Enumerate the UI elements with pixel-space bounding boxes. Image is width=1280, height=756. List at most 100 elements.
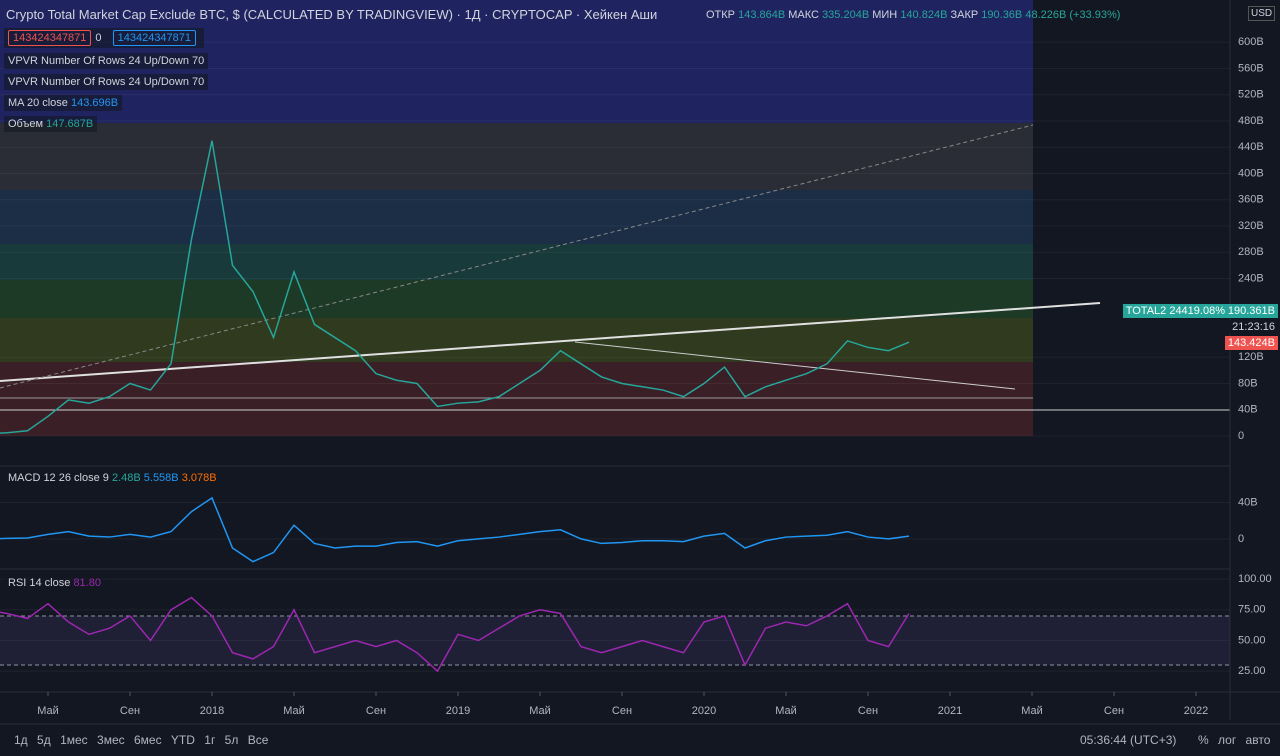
fib-band [0, 123, 1033, 190]
last-price: 190.361B [1224, 304, 1278, 318]
y-tick-label: 0 [1238, 430, 1244, 442]
y-tick-label: 520B [1238, 89, 1264, 101]
y-tick-label: 25.00 [1238, 665, 1266, 677]
range-button[interactable]: 1г [204, 733, 216, 747]
currency: USD [1248, 6, 1276, 21]
x-tick-label: 2020 [692, 705, 716, 717]
y-tick-label: 80B [1238, 377, 1258, 389]
y-tick-label: 560B [1238, 62, 1264, 74]
y-tick-label: 600B [1238, 36, 1264, 48]
series-line [0, 496, 910, 563]
indicator-value: 5.558B [143, 472, 179, 484]
range-button[interactable]: 5л [224, 733, 239, 747]
x-tick-label: 2019 [446, 705, 470, 717]
ohlc-label: ЗАКР [950, 9, 979, 21]
title: Crypto Total Market Cap Exclude BTC, $ (… [6, 7, 658, 22]
y-tick-label: 0 [1238, 533, 1244, 545]
trend-line [574, 341, 1016, 390]
countdown: 21:23:16 [1229, 320, 1278, 334]
ohlc-value: 335.204B [822, 9, 870, 21]
rsi-legend: RSI 14 close 81.80 [4, 575, 105, 591]
range-button[interactable]: 5д [37, 733, 51, 747]
x-tick-label: Май [775, 705, 797, 717]
fib-band [0, 362, 1033, 436]
fib-band [0, 244, 1033, 280]
x-tick-label: 2021 [938, 705, 962, 717]
indicator-value: 143.696B [70, 97, 119, 109]
x-tick-label: Май [1021, 705, 1043, 717]
scale-options: % лог авто [1198, 733, 1276, 747]
y-tick-label: 75.00 [1238, 604, 1266, 616]
order-boxes: 143424347871 0 143424347871 [4, 28, 205, 48]
ma-price: 143.424B [1224, 336, 1278, 350]
y-tick-label: 320B [1238, 220, 1264, 232]
ohlc-value: 143.864B [738, 9, 786, 21]
ohlc: ОТКР 143.864B МАКС 335.204B МИН 140.824B… [706, 9, 1120, 21]
scale-option[interactable]: лог [1218, 733, 1237, 747]
macd-legend: MACD 12 26 close 9 2.48B 5.558B 3.078B [4, 470, 221, 486]
indicator-name: Объем [8, 118, 44, 130]
range-button[interactable]: 1мес [60, 733, 88, 747]
x-tick-label: Сен [612, 705, 632, 717]
indicator: MA 20 close 143.696B [4, 95, 123, 111]
y-tick-label: 400B [1238, 167, 1264, 179]
clock: 05:36:44 (UTC+3) [1080, 733, 1177, 747]
ohlc-label: МАКС [788, 9, 819, 21]
ohlc-label: МИН [872, 9, 898, 21]
indicator-name: RSI 14 close [8, 577, 71, 589]
ohlc-change: 48.226B (+33.93%) [1025, 9, 1121, 21]
trend-line [0, 302, 1101, 382]
x-tick-label: Май [37, 705, 59, 717]
spread: 0 [95, 32, 102, 44]
y-tick-label: 360B [1238, 194, 1264, 206]
x-tick-label: Сен [858, 705, 878, 717]
y-tick-label: 100.00 [1238, 573, 1272, 585]
indicator-name: MACD 12 26 close 9 [8, 472, 109, 484]
range-bar: 1д 5д 1мес 3мес 6мес YTD 1г 5л Все [14, 733, 274, 747]
symbol-tag: TOTAL2 24419.08% [1122, 304, 1228, 318]
indicator: Объем 147.687B [4, 116, 98, 132]
rsi-band [0, 615, 1230, 666]
range-button[interactable]: 6мес [133, 733, 162, 747]
ohlc-value: 190.36B [981, 9, 1023, 21]
range-button[interactable]: Все [247, 733, 269, 747]
sell-box[interactable]: 143424347871 [8, 30, 92, 46]
fib-band [0, 190, 1033, 244]
fib-band [0, 280, 1033, 318]
ohlc-label: ОТКР [706, 9, 736, 21]
indicator-value: 147.687B [46, 118, 94, 130]
y-tick-label: 240B [1238, 272, 1264, 284]
series-line [0, 140, 910, 434]
indicator-value: 2.48B [111, 472, 141, 484]
y-tick-label: 280B [1238, 246, 1264, 258]
range-button[interactable]: 1д [14, 733, 28, 747]
indicator-value: 3.078B [181, 472, 217, 484]
y-tick-label: 40B [1238, 496, 1258, 508]
range-button[interactable]: YTD [170, 733, 195, 747]
series-line [0, 596, 910, 673]
x-tick-label: Май [283, 705, 305, 717]
y-tick-label: 50.00 [1238, 634, 1266, 646]
scale-option[interactable]: % [1198, 733, 1209, 747]
indicator-name: MA 20 close [8, 97, 68, 109]
y-tick-label: 120B [1238, 351, 1264, 363]
x-tick-label: Сен [120, 705, 140, 717]
trend-line [0, 124, 1034, 389]
x-tick-label: Май [529, 705, 551, 717]
y-tick-label: 40B [1238, 404, 1258, 416]
ohlc-value: 140.824B [900, 9, 948, 21]
x-tick-label: Сен [1104, 705, 1124, 717]
range-button[interactable]: 3мес [97, 733, 125, 747]
x-tick-label: 2018 [200, 705, 224, 717]
buy-box[interactable]: 143424347871 [112, 30, 197, 46]
indicator: VPVR Number Of Rows 24 Up/Down 70 [4, 53, 209, 69]
indicator-value: 81.80 [73, 577, 101, 589]
scale-option[interactable]: авто [1245, 733, 1271, 747]
x-tick-label: 2022 [1184, 705, 1208, 717]
indicator: VPVR Number Of Rows 24 Up/Down 70 [4, 74, 209, 90]
y-tick-label: 480B [1238, 115, 1264, 127]
fib-band [0, 318, 1033, 362]
y-tick-label: 440B [1238, 141, 1264, 153]
